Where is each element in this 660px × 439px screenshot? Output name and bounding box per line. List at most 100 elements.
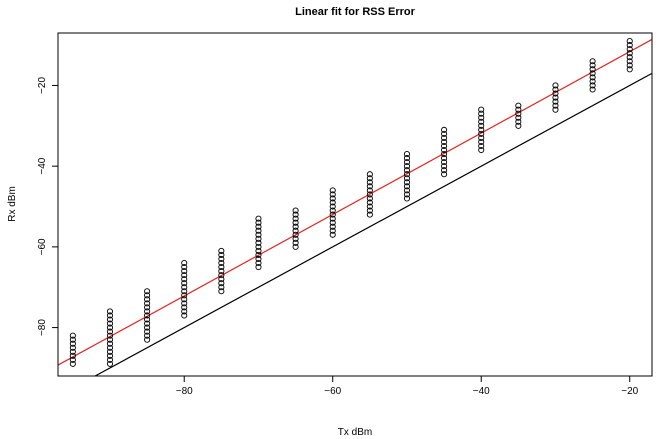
data-point bbox=[329, 227, 336, 234]
data-point bbox=[626, 66, 633, 73]
data-point bbox=[329, 191, 336, 198]
data-point bbox=[366, 187, 373, 194]
data-point bbox=[515, 122, 522, 129]
data-point bbox=[329, 215, 336, 222]
data-point bbox=[329, 231, 336, 238]
data-point bbox=[292, 235, 299, 242]
data-point bbox=[255, 247, 262, 254]
data-point bbox=[292, 239, 299, 246]
data-point bbox=[292, 211, 299, 218]
data-point bbox=[181, 284, 188, 291]
data-point bbox=[106, 340, 114, 347]
data-point bbox=[69, 340, 76, 347]
data-point bbox=[403, 171, 411, 178]
data-point bbox=[144, 324, 151, 331]
data-point bbox=[218, 276, 225, 283]
data-point bbox=[552, 94, 559, 101]
data-point bbox=[403, 191, 411, 198]
data-point bbox=[181, 292, 188, 299]
data-point bbox=[255, 219, 262, 226]
data-point bbox=[292, 231, 299, 238]
data-point bbox=[515, 114, 522, 121]
data-point bbox=[181, 268, 188, 275]
data-point bbox=[441, 163, 448, 170]
data-point bbox=[403, 163, 411, 170]
data-point bbox=[441, 167, 448, 174]
data-point bbox=[552, 82, 559, 89]
data-point bbox=[626, 62, 633, 69]
data-point bbox=[181, 272, 188, 279]
data-point bbox=[329, 223, 336, 230]
data-point bbox=[441, 171, 448, 178]
data-point bbox=[441, 146, 448, 154]
data-point bbox=[144, 332, 151, 339]
data-points bbox=[69, 38, 633, 367]
data-point bbox=[515, 102, 522, 109]
data-point bbox=[441, 130, 448, 137]
data-point bbox=[626, 58, 633, 65]
data-point bbox=[478, 142, 485, 150]
data-point bbox=[218, 247, 225, 254]
data-point bbox=[255, 223, 262, 230]
data-point bbox=[478, 138, 485, 146]
data-point bbox=[626, 50, 633, 57]
data-point bbox=[106, 348, 114, 355]
data-point bbox=[218, 288, 225, 295]
data-point bbox=[255, 239, 262, 246]
data-point bbox=[255, 251, 262, 258]
data-point bbox=[329, 207, 336, 214]
data-point bbox=[626, 38, 633, 45]
data-point bbox=[181, 259, 188, 267]
data-point bbox=[589, 86, 596, 93]
plot-area bbox=[57, 32, 653, 377]
data-point bbox=[69, 332, 76, 339]
data-point bbox=[329, 199, 336, 206]
data-point bbox=[255, 243, 262, 250]
data-point bbox=[292, 223, 299, 230]
data-point bbox=[366, 171, 373, 178]
data-point bbox=[441, 138, 448, 146]
data-point bbox=[69, 336, 76, 343]
data-point bbox=[144, 320, 151, 327]
data-point bbox=[255, 255, 262, 263]
data-point bbox=[218, 255, 225, 263]
x-tick-label: −20 bbox=[621, 386, 638, 397]
x-axis-label: Tx dBm bbox=[338, 427, 372, 438]
data-point bbox=[441, 155, 448, 162]
data-point bbox=[441, 151, 448, 158]
data-point bbox=[106, 332, 114, 339]
data-point bbox=[69, 360, 76, 367]
data-point bbox=[218, 263, 225, 271]
data-point bbox=[552, 90, 559, 97]
data-point bbox=[329, 219, 336, 226]
data-point bbox=[106, 324, 114, 331]
data-point bbox=[292, 215, 299, 222]
data-point bbox=[589, 74, 596, 81]
data-point bbox=[478, 110, 485, 117]
data-point bbox=[181, 276, 188, 283]
data-point bbox=[218, 272, 225, 279]
data-point bbox=[106, 360, 114, 367]
data-point bbox=[144, 292, 151, 299]
plot-frame bbox=[57, 32, 653, 377]
data-point bbox=[552, 86, 559, 93]
data-point bbox=[329, 203, 336, 210]
data-point bbox=[478, 118, 485, 125]
data-point bbox=[144, 304, 151, 311]
data-point bbox=[144, 288, 151, 295]
fit-line-2 bbox=[94, 72, 652, 376]
data-point bbox=[329, 187, 336, 194]
data-point bbox=[106, 344, 114, 351]
data-point bbox=[589, 70, 596, 77]
data-point bbox=[366, 203, 373, 210]
data-point bbox=[144, 308, 151, 315]
data-point bbox=[255, 227, 262, 234]
data-point bbox=[144, 316, 151, 323]
data-point bbox=[106, 320, 114, 327]
data-point bbox=[515, 106, 522, 113]
data-point bbox=[292, 227, 299, 234]
data-point bbox=[626, 54, 633, 61]
data-point bbox=[366, 183, 373, 190]
data-point bbox=[144, 328, 151, 335]
